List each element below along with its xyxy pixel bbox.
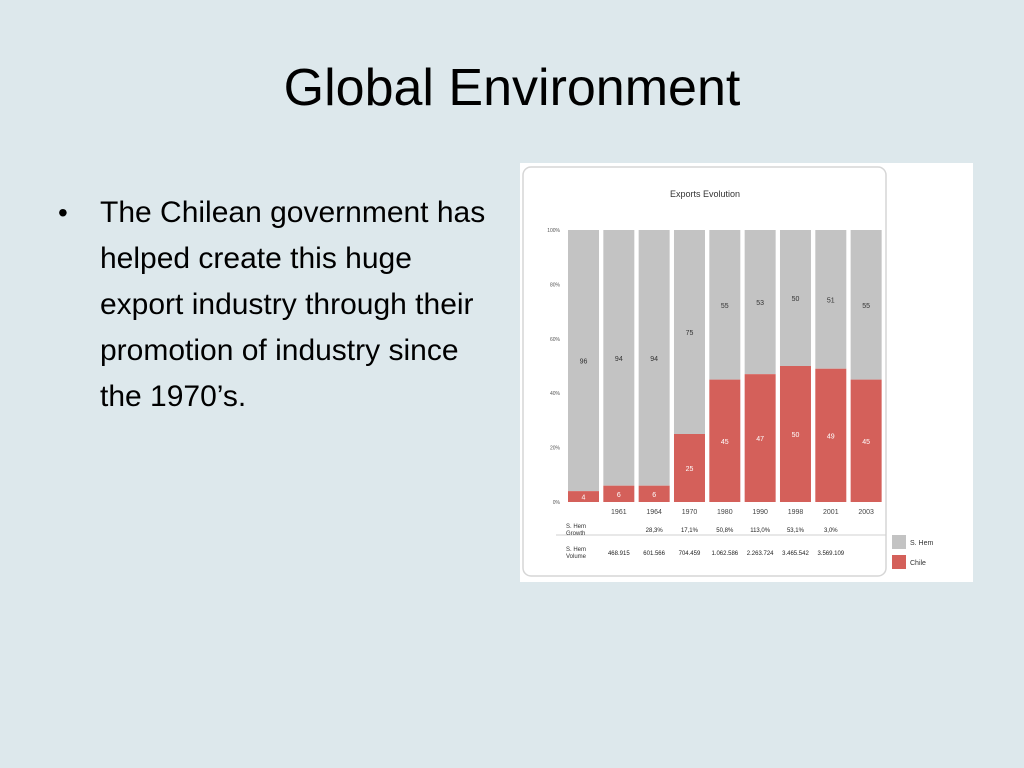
table-cell: 17,1%	[681, 528, 699, 534]
label-shem-2: 94	[650, 356, 658, 363]
label-chile-2: 6	[652, 492, 656, 499]
x-tick-label: 1980	[717, 509, 733, 516]
label-chile-1: 6	[617, 492, 621, 499]
label-shem-0: 96	[580, 359, 588, 366]
bar-chile-1	[603, 485, 635, 502]
x-tick-label: 2003	[858, 509, 874, 516]
label-shem-4: 55	[721, 303, 729, 310]
label-chile-4: 45	[721, 439, 729, 446]
bar-shem-4	[709, 230, 741, 380]
bar-chile-5	[744, 374, 776, 502]
table-cell: 3.569.109	[817, 551, 844, 557]
legend-label: Chile	[910, 560, 926, 567]
x-tick-label: 1998	[788, 509, 804, 516]
label-chile-8: 45	[862, 439, 870, 446]
legend-swatch	[892, 555, 906, 569]
bar-shem-3	[673, 230, 705, 434]
y-tick-label: 100%	[547, 228, 560, 234]
label-chile-5: 47	[756, 436, 764, 443]
bar-shem-5	[744, 230, 776, 375]
table-row-label: S. Hem	[566, 547, 586, 553]
table-cell: 704.459	[679, 551, 701, 557]
chart-svg: Exports Evolution 9649469467525554553475…	[522, 166, 934, 577]
table-row-label: Growth	[566, 531, 585, 537]
label-shem-7: 51	[827, 297, 835, 304]
bar-chile-0	[568, 491, 599, 502]
label-chile-6: 50	[792, 432, 800, 439]
label-shem-6: 50	[792, 296, 800, 303]
y-tick-label: 20%	[550, 446, 561, 452]
label-chile-0: 4	[582, 495, 586, 502]
bar-shem-7	[815, 230, 847, 369]
bar-chile-7	[815, 368, 847, 502]
table-cell: 3.465.542	[782, 551, 809, 557]
table-cell: 53,1%	[787, 528, 805, 534]
table-cell: 601.566	[643, 551, 665, 557]
slide-title: Global Environment	[283, 59, 741, 117]
bar-chile-3	[673, 434, 705, 502]
x-tick-label: 1970	[682, 509, 698, 516]
bar-chile-2	[638, 485, 670, 502]
table-row-label: S. Hem	[566, 524, 586, 530]
bar-chile-4	[709, 379, 741, 502]
table-cell: 2.263.724	[747, 551, 774, 557]
x-tick-label: 1990	[752, 509, 768, 516]
legend-swatch	[892, 535, 906, 549]
y-tick-label: 0%	[553, 500, 561, 506]
label-chile-3: 25	[686, 466, 694, 473]
table-cell: 50,8%	[716, 528, 734, 534]
label-chile-7: 49	[827, 433, 835, 440]
x-tick-label: 1961	[611, 509, 627, 516]
table-row-label: Volume	[566, 554, 587, 560]
bar-shem-1	[603, 230, 635, 486]
table-cell: 28,3%	[646, 528, 664, 534]
bar-shem-2	[638, 230, 670, 486]
table-cell: 3,0%	[824, 528, 838, 534]
x-tick-label: 1964	[646, 509, 662, 516]
bar-chile-6	[779, 366, 811, 502]
bar-shem-0	[568, 230, 599, 492]
y-tick-label: 80%	[550, 282, 561, 288]
bar-chile-8	[850, 379, 882, 502]
table-cell: 113,0%	[750, 528, 771, 534]
chart-title: Exports Evolution	[670, 189, 740, 199]
y-tick-label: 60%	[550, 337, 561, 343]
table-cell: 1.062.586	[711, 551, 738, 557]
y-tick-label: 40%	[550, 391, 561, 397]
bullet-text: The Chilean government has helped create…	[100, 196, 486, 413]
bar-shem-8	[850, 230, 882, 380]
legend-label: S. Hem	[910, 540, 934, 547]
bullet-point-icon: •	[58, 197, 68, 228]
label-shem-5: 53	[756, 300, 764, 307]
x-tick-label: 2001	[823, 509, 839, 516]
bar-shem-6	[779, 230, 811, 366]
label-shem-8: 55	[862, 303, 870, 310]
exports-evolution-chart: Exports Evolution 96 4 94 6 94 6 75 25 55 45 53 47 5…	[520, 163, 973, 582]
label-shem-3: 75	[686, 330, 694, 337]
table-cell: 468.915	[608, 551, 630, 557]
label-shem-1: 94	[615, 356, 623, 363]
